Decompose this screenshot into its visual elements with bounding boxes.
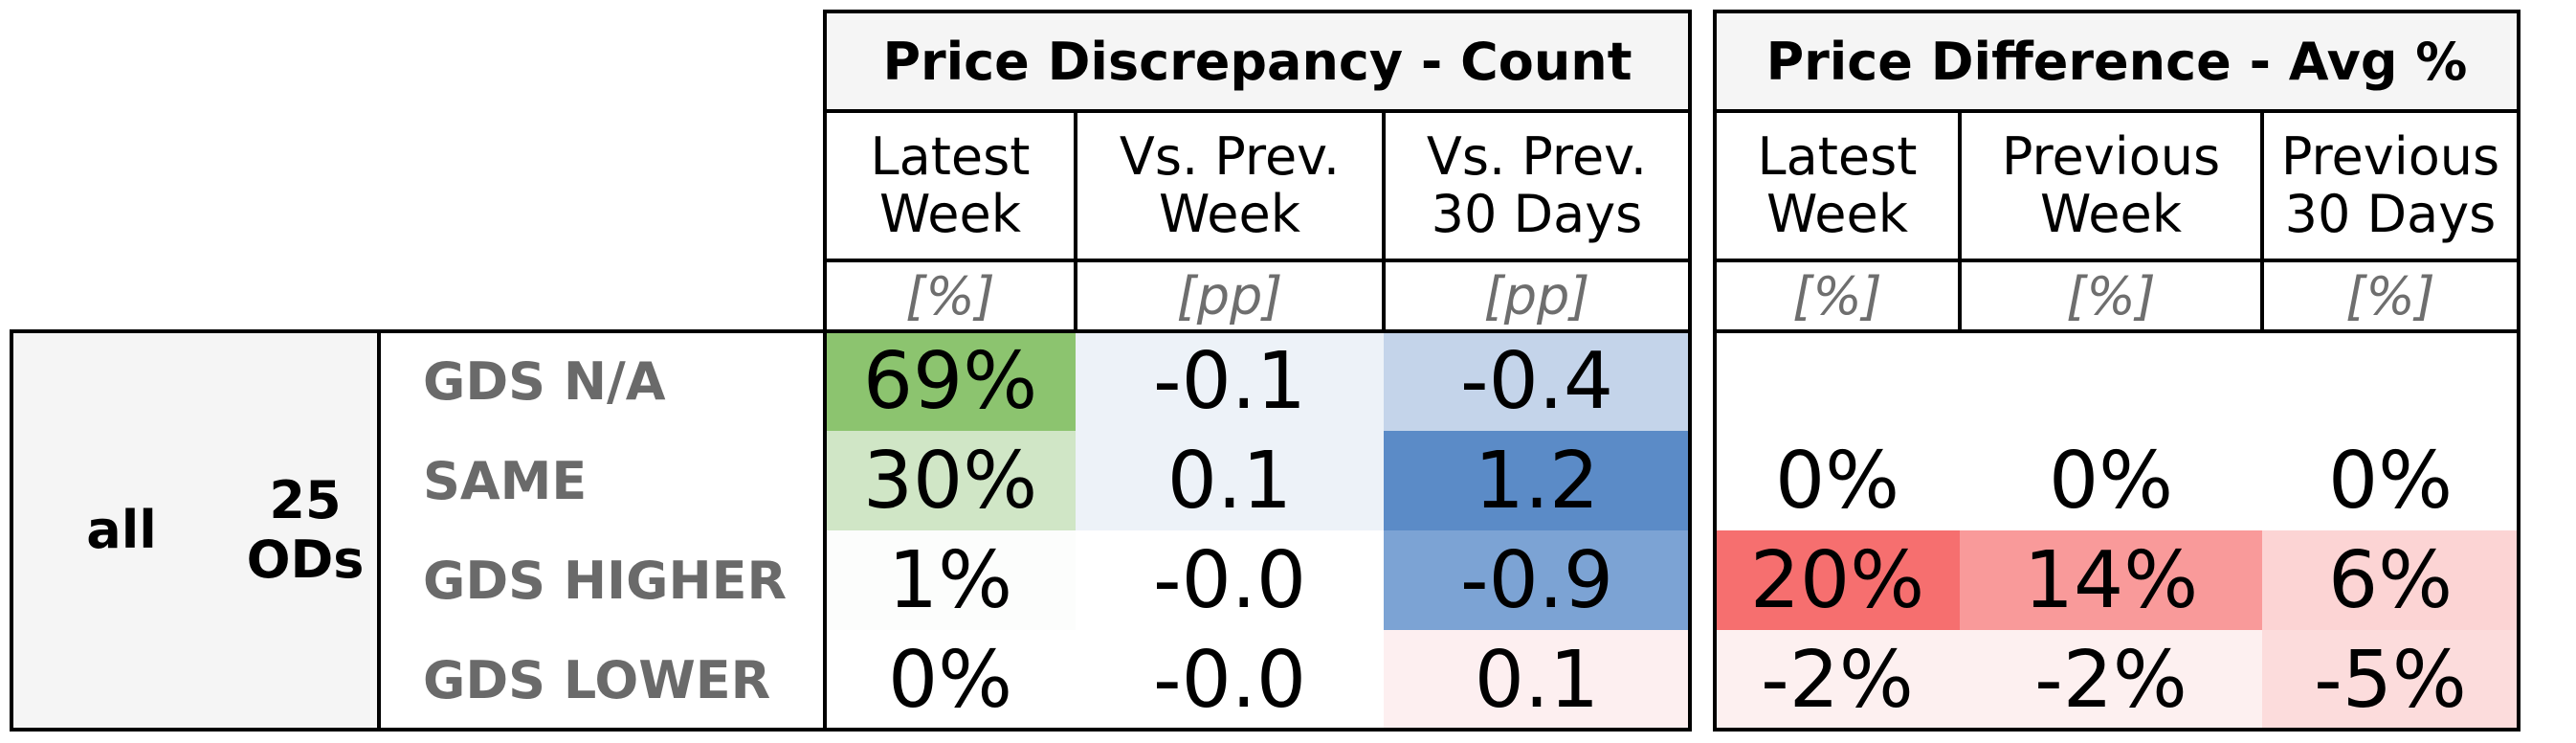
column-unit: [%] xyxy=(905,265,995,326)
data-cell: 20% xyxy=(1715,530,1960,630)
data-cell: -2% xyxy=(1960,630,2262,730)
panel-title: Price Discrepancy - Count xyxy=(825,11,1690,111)
row-label: GDS N/A xyxy=(423,350,666,412)
column-unit: [pp] xyxy=(1483,265,1590,326)
panel-border-right xyxy=(1688,10,1692,732)
data-cell: -0.0 xyxy=(1076,630,1384,730)
unit-divider xyxy=(825,329,1690,333)
data-cell: -0.9 xyxy=(1384,530,1690,630)
data-cell: -0.1 xyxy=(1076,331,1384,431)
data-cell xyxy=(1960,331,2262,431)
column-divider xyxy=(1382,111,1386,331)
column-header: Latest Week xyxy=(1757,126,1918,244)
column-header: Previous 30 Days xyxy=(2280,126,2500,244)
column-unit: [pp] xyxy=(1176,265,1283,326)
data-cell: -5% xyxy=(2262,630,2519,730)
left-border-top xyxy=(10,329,825,333)
column-divider xyxy=(1074,111,1077,331)
data-cell: -2% xyxy=(1715,630,1960,730)
left-border-bottom xyxy=(10,728,825,732)
row-group-level2: 25 ODs xyxy=(246,470,365,590)
panel-border-top xyxy=(1713,10,2520,13)
title-divider xyxy=(825,109,1690,113)
left-border-left xyxy=(10,329,13,732)
header-divider xyxy=(825,259,1690,262)
data-cell: 0% xyxy=(2262,431,2519,530)
data-cell xyxy=(2262,331,2519,431)
unit-divider xyxy=(1715,329,2519,333)
column-header: Latest Week xyxy=(870,126,1031,244)
data-cell: 0.1 xyxy=(1384,630,1690,730)
data-cell: 1% xyxy=(825,530,1076,630)
row-label: GDS LOWER xyxy=(423,649,771,710)
data-cell: -0.0 xyxy=(1076,530,1384,630)
data-cell: 0% xyxy=(825,630,1076,730)
column-header: Vs. Prev. 30 Days xyxy=(1426,126,1648,244)
data-cell: 0% xyxy=(1715,431,1960,530)
row-label: GDS HIGHER xyxy=(423,550,788,611)
left-border-divider xyxy=(377,331,381,730)
column-header: Previous Week xyxy=(2001,126,2221,244)
data-cell: 14% xyxy=(1960,530,2262,630)
column-divider xyxy=(1958,111,1962,331)
data-cell: -0.4 xyxy=(1384,331,1690,431)
panel-title: Price Difference - Avg % xyxy=(1715,11,2519,111)
column-divider xyxy=(2260,111,2264,331)
row-label: SAME xyxy=(423,450,588,511)
panel-border-left xyxy=(1713,10,1717,732)
column-unit: [%] xyxy=(2345,265,2435,326)
panel-border-bottom xyxy=(823,728,1692,732)
row-group-level1: all xyxy=(86,500,157,560)
panel-border-right xyxy=(2517,10,2520,732)
data-cell: 0% xyxy=(1960,431,2262,530)
panel-border-top xyxy=(823,10,1692,13)
data-cell: 6% xyxy=(2262,530,2519,630)
data-cell: 30% xyxy=(825,431,1076,530)
column-header: Vs. Prev. Week xyxy=(1119,126,1341,244)
data-cell: 69% xyxy=(825,331,1076,431)
column-unit: [%] xyxy=(1792,265,1882,326)
data-cell: 1.2 xyxy=(1384,431,1690,530)
data-cell xyxy=(1715,331,1960,431)
column-unit: [%] xyxy=(2066,265,2156,326)
data-cell: 0.1 xyxy=(1076,431,1384,530)
row-header-background xyxy=(11,331,379,730)
header-divider xyxy=(1715,259,2519,262)
title-divider xyxy=(1715,109,2519,113)
panel-border-bottom xyxy=(1713,728,2520,732)
panel-border-left xyxy=(823,10,827,732)
